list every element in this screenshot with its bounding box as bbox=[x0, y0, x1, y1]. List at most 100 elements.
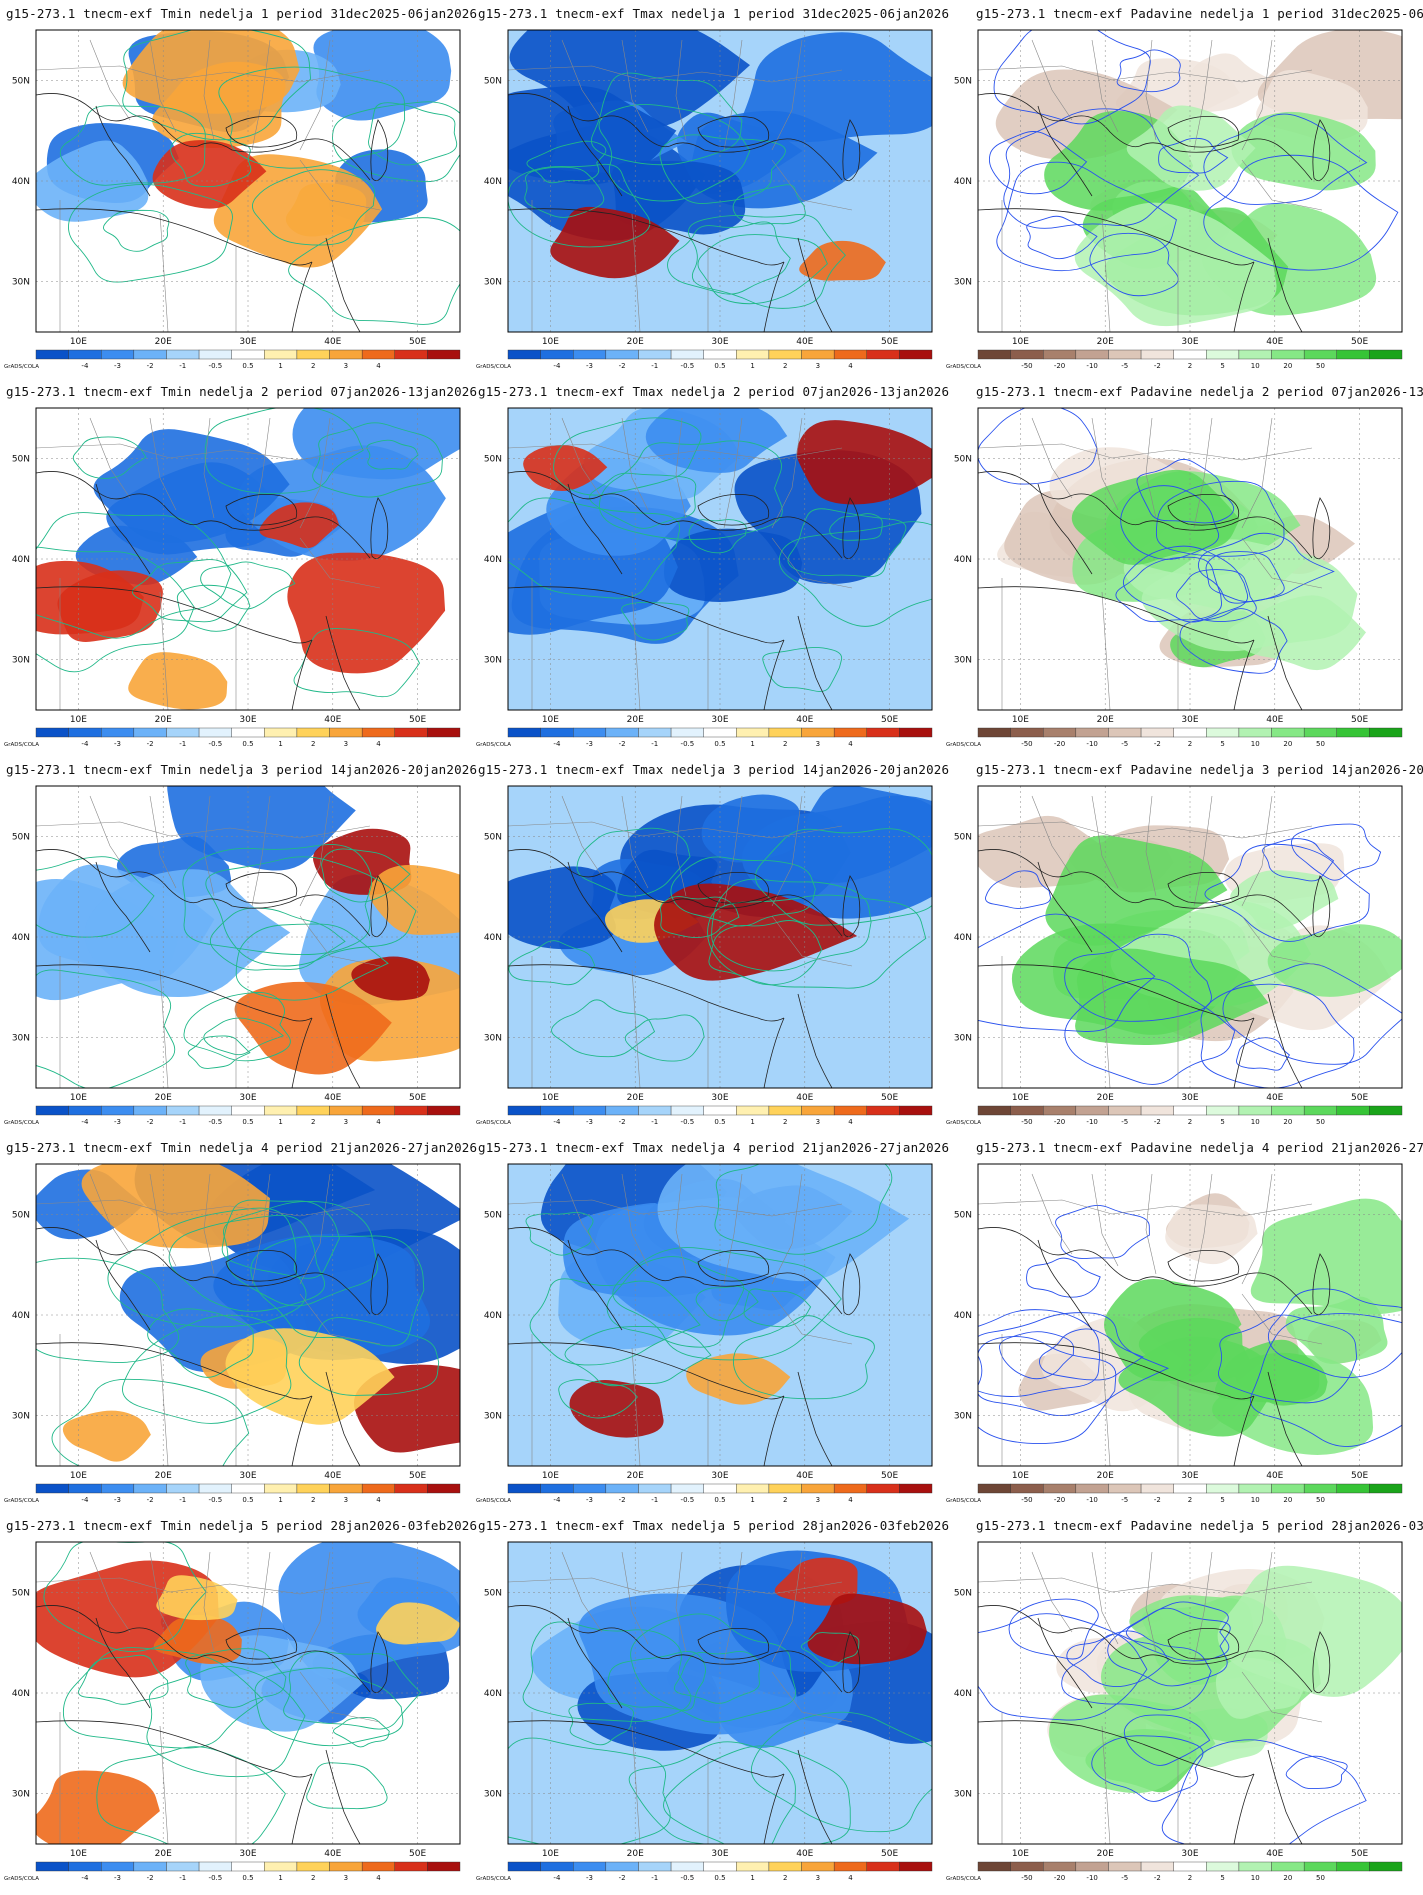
coastline bbox=[978, 208, 1255, 266]
colorbar-swatch bbox=[329, 1105, 363, 1116]
colorbar-label: -0.5 bbox=[209, 1118, 223, 1126]
colorbar-label: -4 bbox=[553, 740, 561, 748]
contour-line bbox=[182, 843, 373, 956]
contour-line bbox=[298, 1317, 440, 1396]
map-panel: g15-273.1 tnecm-exf Tmax nedelja 3 perio… bbox=[472, 756, 949, 1132]
colorbar-swatch bbox=[329, 349, 363, 360]
colorbar-swatch bbox=[35, 1483, 69, 1494]
contour-line bbox=[147, 1308, 254, 1378]
cold-anomaly-area bbox=[313, 30, 452, 121]
colorbar-label: 4 bbox=[376, 362, 381, 370]
map-figure: 50N 40N 30N 10E 20E 30E 40E 50E -50 -20 -10 -5 -2 2 5 1… bbox=[946, 1163, 1403, 1504]
contour-line bbox=[612, 1247, 842, 1361]
colorbar-label: 2 bbox=[311, 1118, 315, 1126]
colorbar-swatch bbox=[35, 1105, 69, 1116]
colorbar-swatch bbox=[264, 1861, 298, 1872]
coastline bbox=[567, 1617, 623, 1709]
contour-line bbox=[568, 1702, 635, 1746]
longitude-tick-label: 10E bbox=[542, 715, 559, 725]
map-field bbox=[36, 1164, 460, 1466]
coastline bbox=[1267, 615, 1303, 710]
longitude-tick-label: 40E bbox=[324, 1093, 341, 1103]
colorbar-label: 2 bbox=[783, 1874, 787, 1882]
coastline bbox=[508, 93, 843, 181]
longitude-tick-label: 50E bbox=[881, 1471, 898, 1481]
map-panel: g15-273.1 tnecm-exf Tmax nedelja 2 perio… bbox=[472, 378, 949, 754]
country-border bbox=[723, 795, 743, 907]
contour-line bbox=[1116, 49, 1181, 93]
colorbar-swatch bbox=[573, 1483, 607, 1494]
contour-line bbox=[732, 184, 806, 225]
coastline bbox=[370, 1253, 389, 1316]
colorbar-label: 2 bbox=[1188, 1496, 1192, 1504]
colorbar-label: 0.5 bbox=[714, 740, 725, 748]
colorbar-swatch bbox=[1075, 1105, 1109, 1116]
latitude-tick-label: 40N bbox=[12, 933, 30, 943]
colorbar-swatch bbox=[1238, 1861, 1272, 1872]
longitude-tick-label: 10E bbox=[1012, 1849, 1029, 1859]
colorbar-label: -1 bbox=[179, 740, 186, 748]
colorbar-label: -3 bbox=[114, 740, 121, 748]
map-frame bbox=[977, 1541, 1403, 1845]
colorbar-label: -2 bbox=[619, 1496, 626, 1504]
coastline bbox=[697, 871, 770, 904]
coastline bbox=[508, 849, 843, 937]
country-border bbox=[299, 1173, 331, 1285]
contour-line bbox=[754, 828, 932, 926]
wet-anomaly-area bbox=[1217, 1565, 1402, 1697]
warm-anomaly-area bbox=[122, 30, 300, 114]
country-border bbox=[1241, 915, 1323, 967]
colorbar-swatch bbox=[1271, 1105, 1305, 1116]
warm-anomaly-area bbox=[234, 981, 392, 1075]
cold-anomaly-area bbox=[611, 160, 746, 235]
map-field bbox=[508, 408, 932, 710]
country-border bbox=[631, 591, 641, 710]
colorbar-swatch bbox=[1271, 727, 1305, 738]
colorbar-swatch bbox=[1206, 1861, 1240, 1872]
coastline bbox=[95, 861, 151, 953]
latitude-tick-label: 30N bbox=[954, 656, 972, 666]
colorbar-label: -2 bbox=[619, 1118, 626, 1126]
warm-anomaly-area bbox=[62, 1410, 151, 1462]
contour-line bbox=[221, 1199, 340, 1279]
panel-title: g15-273.1 tnecm-exf Tmin nedelja 4 perio… bbox=[6, 1140, 478, 1155]
country-border bbox=[251, 795, 271, 907]
country-border bbox=[1091, 39, 1119, 133]
country-border bbox=[771, 795, 803, 907]
longitude-tick-label: 50E bbox=[1351, 1849, 1368, 1859]
cold-anomaly-area bbox=[93, 429, 290, 543]
country-border bbox=[631, 969, 641, 1088]
longitude-tick-label: 30E bbox=[239, 1849, 256, 1859]
contour-line bbox=[1262, 838, 1335, 882]
map-frame bbox=[35, 1163, 461, 1467]
coastline bbox=[1233, 1017, 1255, 1088]
colorbar-swatch bbox=[427, 1105, 461, 1116]
colorbar-swatch bbox=[1369, 1483, 1403, 1494]
latitude-tick-label: 50N bbox=[12, 832, 30, 842]
country-border bbox=[299, 1551, 331, 1663]
coastline bbox=[763, 261, 785, 332]
colorbar-swatch bbox=[507, 1861, 541, 1872]
colorbar-swatch bbox=[394, 727, 428, 738]
contour-line bbox=[606, 1256, 745, 1348]
colorbar-swatch bbox=[1238, 1105, 1272, 1116]
colorbar-swatch bbox=[68, 349, 102, 360]
contour-line bbox=[508, 163, 651, 248]
longitude-tick-label: 40E bbox=[324, 1849, 341, 1859]
country-border bbox=[36, 65, 371, 83]
colorbar-label: 0.5 bbox=[242, 1874, 253, 1882]
coastline bbox=[978, 1342, 1255, 1400]
country-border bbox=[149, 39, 177, 133]
country-border bbox=[1145, 417, 1157, 519]
colorbar-swatch bbox=[1369, 727, 1403, 738]
colorbar-label: 3 bbox=[816, 1874, 820, 1882]
cold-anomaly-area bbox=[508, 866, 616, 950]
coastline bbox=[797, 237, 833, 332]
map-figure: 50N 40N 30N 10E 20E 30E 40E 50E -4 -3 -2 -1 -0.5 0.5 1… bbox=[4, 1163, 461, 1504]
contour-line bbox=[1039, 1328, 1144, 1381]
contour-line bbox=[1155, 480, 1285, 557]
colorbar-label: -50 bbox=[1021, 1496, 1032, 1504]
colorbar-label: 4 bbox=[848, 1874, 853, 1882]
contour-line bbox=[1158, 137, 1229, 174]
contour-line bbox=[525, 1212, 594, 1256]
